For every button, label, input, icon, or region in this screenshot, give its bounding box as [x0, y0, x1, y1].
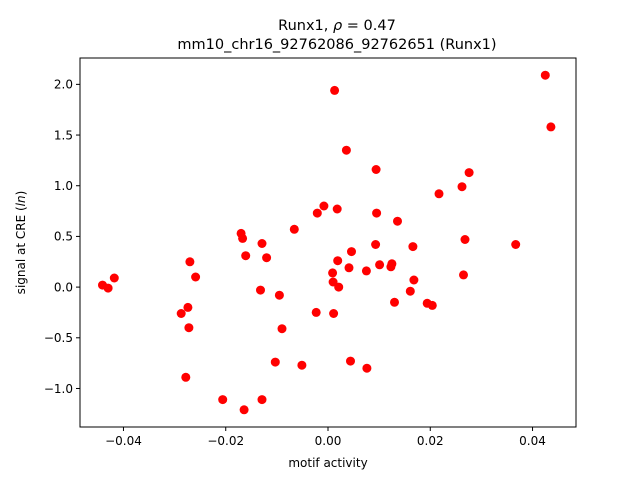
- data-point-15: [257, 239, 267, 248]
- data-point-28: [329, 309, 339, 318]
- y-label-prefix: signal at CRE (: [14, 206, 28, 294]
- data-point-34: [344, 263, 354, 273]
- x-tick-label-2: 0.00: [315, 434, 342, 448]
- y-tick-label-4: 1.0: [54, 179, 73, 193]
- data-point-33: [341, 145, 351, 155]
- data-point-48: [408, 242, 418, 252]
- data-point-45: [390, 297, 399, 307]
- data-point-39: [371, 240, 381, 249]
- data-point-5: [183, 302, 193, 312]
- data-point-41: [372, 208, 382, 218]
- data-point-32: [334, 282, 344, 292]
- data-point-35: [346, 356, 355, 366]
- data-point-1: [103, 283, 113, 293]
- data-point-18: [270, 357, 280, 367]
- y-tick-label-2: 0.0: [54, 280, 73, 294]
- title-rho-value: = 0.47: [342, 18, 396, 34]
- chart-title-line1: Runx1, ρ = 0.47: [278, 18, 396, 34]
- y-label-italic: ln: [14, 195, 28, 206]
- x-tick-label-0: −0.04: [105, 434, 142, 448]
- data-point-14: [256, 285, 265, 295]
- title-prefix: Runx1,: [278, 18, 333, 34]
- data-point-25: [319, 201, 329, 211]
- data-points: [98, 70, 556, 415]
- data-point-26: [328, 268, 338, 278]
- x-tick-label-1: −0.02: [207, 434, 244, 448]
- data-point-6: [184, 323, 194, 333]
- chart-title-line2: mm10_chr16_92762086_92762651 (Runx1): [177, 37, 496, 53]
- y-tick-label-0: −1.0: [44, 382, 73, 396]
- data-point-58: [540, 70, 550, 80]
- x-axis-label: motif activity: [288, 456, 367, 470]
- data-point-12: [239, 405, 249, 415]
- data-point-44: [387, 259, 397, 269]
- y-tick-label-1: −0.5: [44, 331, 73, 345]
- data-point-46: [393, 216, 402, 226]
- data-point-9: [218, 395, 228, 405]
- data-point-56: [464, 168, 474, 178]
- x-tick-label-3: 0.02: [417, 434, 444, 448]
- data-point-11: [238, 233, 248, 243]
- data-point-24: [312, 208, 322, 218]
- data-point-54: [459, 270, 468, 280]
- data-point-13: [241, 251, 251, 261]
- data-point-53: [457, 182, 467, 192]
- y-axis-label: signal at CRE (ln): [14, 191, 28, 295]
- data-point-30: [332, 204, 342, 214]
- data-point-3: [176, 309, 186, 318]
- data-point-36: [347, 247, 356, 257]
- y-tick-label-6: 2.0: [54, 78, 73, 92]
- data-point-23: [311, 307, 321, 317]
- data-point-20: [277, 324, 287, 334]
- y-label-suffix: ): [14, 191, 28, 196]
- data-point-40: [371, 165, 381, 174]
- data-point-37: [361, 266, 371, 276]
- data-point-52: [434, 189, 444, 199]
- y-tick-label-3: 0.5: [54, 230, 73, 244]
- x-axis-ticks: −0.04 −0.02 0.00 0.02 0.04: [105, 427, 546, 448]
- data-point-51: [427, 300, 437, 310]
- data-point-29: [330, 85, 340, 95]
- data-point-22: [297, 360, 307, 370]
- y-axis-ticks: −1.0 −0.5 0.0 0.5 1.0 1.5 2.0: [44, 78, 80, 396]
- data-point-38: [362, 363, 372, 373]
- data-point-8: [191, 272, 201, 282]
- data-point-55: [460, 235, 470, 244]
- x-tick-label-4: 0.04: [519, 434, 546, 448]
- title-rho-symbol: ρ: [333, 18, 343, 34]
- data-point-49: [409, 275, 419, 285]
- data-point-42: [375, 260, 385, 270]
- data-point-2: [109, 273, 119, 283]
- data-point-16: [257, 395, 267, 405]
- data-point-31: [333, 256, 343, 266]
- axes-frame: [79, 57, 577, 428]
- data-point-47: [405, 286, 415, 296]
- data-point-17: [262, 253, 272, 263]
- data-point-59: [546, 122, 556, 132]
- data-point-4: [181, 372, 191, 382]
- data-point-7: [185, 257, 195, 267]
- y-tick-label-5: 1.5: [54, 128, 73, 142]
- data-point-57: [511, 240, 521, 249]
- data-point-19: [274, 290, 284, 300]
- data-point-21: [289, 224, 299, 234]
